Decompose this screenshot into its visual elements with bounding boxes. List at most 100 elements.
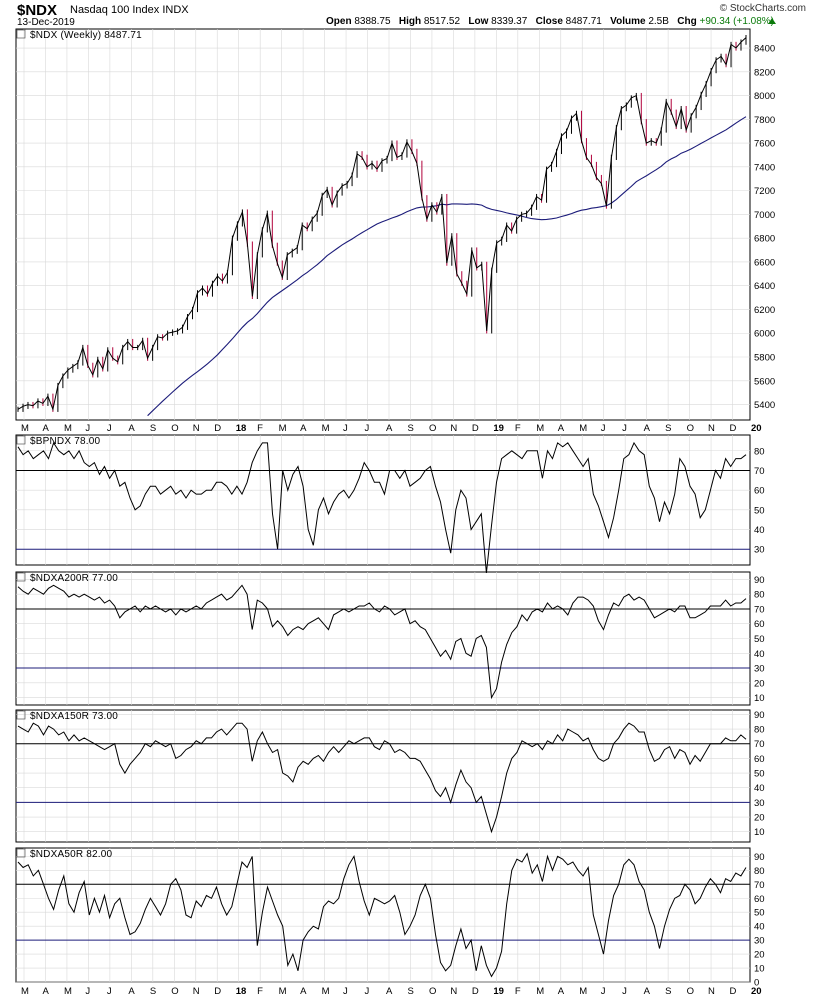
y-tick-label: 0: [754, 978, 759, 989]
panel-label: $NDXA150R 73.00: [30, 711, 118, 722]
x-tick-label: J: [601, 986, 606, 997]
panel-frame: [15, 28, 751, 421]
breadth-line: [17, 852, 747, 978]
x-tick-label: O: [171, 423, 178, 434]
chart-header: $NDX Nasdaq 100 Index INDX 13-Dec-2019 ©…: [0, 0, 820, 30]
x-tick-label: F: [515, 423, 521, 434]
ohlc-stats: Open 8388.75 High 8517.52 Low 8339.37 Cl…: [326, 16, 774, 27]
x-tick-label: D: [730, 423, 737, 434]
panel-label: $NDXA50R 82.00: [30, 849, 113, 860]
low-label: Low: [468, 16, 489, 27]
x-tick-label: N: [708, 423, 715, 434]
y-tick-label: 5600: [754, 376, 775, 387]
x-tick-label: A: [42, 423, 49, 434]
y-tick-label: 7000: [754, 210, 775, 221]
x-tick-label: 18: [236, 423, 247, 434]
x-tick-label: M: [579, 423, 587, 434]
breadth-line: [17, 584, 747, 700]
panel-icon: [16, 848, 26, 858]
x-tick-label: S: [665, 423, 671, 434]
high-label: High: [398, 16, 422, 27]
x-tick-label: N: [193, 986, 200, 997]
panel-frame: [15, 709, 751, 843]
x-tick-label: O: [687, 423, 694, 434]
x-tick-label: S: [407, 986, 413, 997]
low-value: 8339.37: [491, 16, 528, 27]
y-tick-label: 60: [754, 894, 765, 905]
y-tick-label: 60: [754, 754, 765, 765]
x-tick-label: J: [107, 986, 112, 997]
x-tick-label: 19: [493, 986, 504, 997]
y-tick-label: 50: [754, 769, 765, 780]
breadth-line: [17, 722, 747, 834]
chg-value: +90.34 (+1.08%): [699, 16, 775, 27]
y-tick-label: 50: [754, 908, 765, 919]
breadth-line: [17, 441, 747, 573]
y-tick-label: 7400: [754, 162, 775, 173]
close-label: Close: [535, 16, 563, 27]
x-tick-label: F: [515, 986, 521, 997]
y-tick-label: 10: [754, 964, 765, 975]
y-tick-label: 10: [754, 827, 765, 838]
x-tick-label: J: [622, 423, 627, 434]
x-tick-label: J: [85, 986, 90, 997]
y-tick-label: 6600: [754, 257, 775, 268]
x-tick-label: A: [300, 423, 307, 434]
x-tick-label: M: [536, 423, 544, 434]
panel-label: $NDX (Weekly) 8487.71: [30, 30, 142, 41]
y-tick-label: 50: [754, 505, 765, 516]
x-tick-label: A: [386, 986, 393, 997]
x-tick-label: M: [21, 986, 29, 997]
x-tick-label: J: [601, 423, 606, 434]
x-tick-label: M: [536, 986, 544, 997]
y-tick-label: 80: [754, 866, 765, 877]
x-tick-label: 20: [751, 423, 762, 434]
x-tick-label: A: [558, 423, 565, 434]
x-tick-label: M: [322, 423, 330, 434]
y-tick-label: 80: [754, 725, 765, 736]
x-tick-label: A: [386, 423, 393, 434]
x-tick-label: D: [214, 423, 221, 434]
brand-watermark: © StockCharts.com: [719, 3, 806, 14]
x-tick-label: N: [450, 423, 457, 434]
volume-value: 2.5B: [648, 16, 669, 27]
y-tick-label: 40: [754, 922, 765, 933]
x-tick-label: J: [622, 986, 627, 997]
x-tick-label: J: [107, 423, 112, 434]
y-tick-label: 70: [754, 880, 765, 891]
y-tick-label: 70: [754, 604, 765, 615]
x-tick-label: J: [365, 423, 370, 434]
y-tick-label: 90: [754, 852, 765, 863]
x-tick-label: M: [579, 986, 587, 997]
x-tick-label: M: [64, 986, 72, 997]
ticker-symbol: $NDX: [17, 2, 58, 19]
x-tick-label: S: [150, 986, 156, 997]
x-tick-label: N: [708, 986, 715, 997]
x-tick-label: D: [472, 986, 479, 997]
y-tick-label: 8200: [754, 67, 775, 78]
y-tick-label: 50: [754, 634, 765, 645]
x-tick-label: S: [407, 423, 413, 434]
x-tick-label: S: [665, 986, 671, 997]
y-tick-label: 7600: [754, 139, 775, 150]
x-tick-label: A: [42, 986, 49, 997]
panel-icon: [16, 435, 26, 445]
y-tick-label: 6200: [754, 305, 775, 316]
x-tick-label: F: [257, 986, 263, 997]
y-tick-label: 6000: [754, 329, 775, 340]
x-tick-label: O: [429, 986, 436, 997]
x-tick-label: M: [64, 423, 72, 434]
up-arrow-icon: [768, 18, 776, 24]
price-line: [17, 37, 747, 412]
x-tick-label: J: [85, 423, 90, 434]
panel-icon: [16, 29, 26, 39]
panel-icon: [16, 710, 26, 720]
y-tick-label: 40: [754, 525, 765, 536]
y-tick-label: 30: [754, 798, 765, 809]
y-tick-label: 5400: [754, 400, 775, 411]
x-tick-label: M: [279, 423, 287, 434]
moving-average-line: [147, 116, 747, 417]
y-tick-label: 30: [754, 936, 765, 947]
x-tick-label: F: [257, 423, 263, 434]
index-name: Nasdaq 100 Index INDX: [70, 4, 189, 16]
